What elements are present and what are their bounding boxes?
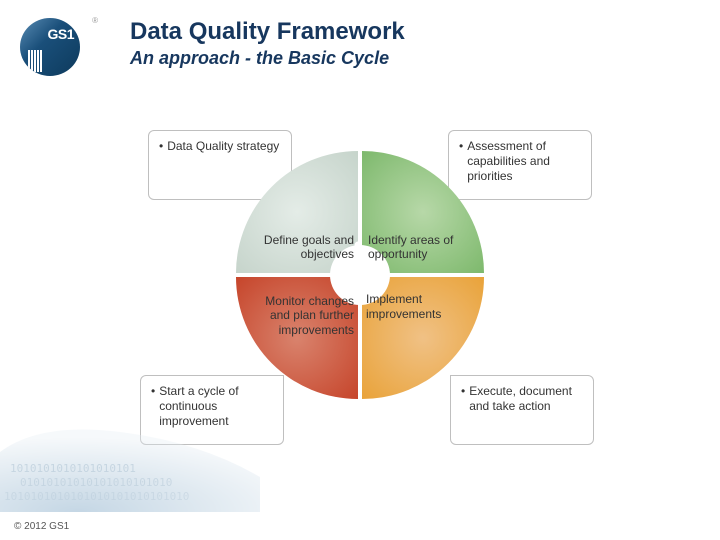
logo-globe: GS1 (20, 18, 80, 76)
logo-text: GS1 (47, 26, 74, 42)
quadrant-label-top-left: Define goals and objectives (244, 233, 354, 262)
registered-icon: ® (92, 16, 98, 25)
quadrant-label-bottom-left: Monitor changes and plan further improve… (244, 294, 354, 337)
quadrant-label-bottom-right: Implement improvements (366, 292, 476, 321)
logo: GS1 ® (20, 18, 90, 76)
page-subtitle: An approach - the Basic Cycle (130, 48, 700, 69)
bullet-icon: • (159, 139, 163, 154)
page-title: Data Quality Framework (130, 18, 700, 46)
decoration-globe: 1010101010101010101 01010101010101010101… (0, 422, 260, 512)
cycle-svg (230, 145, 490, 405)
svg-text:1010101010101010101010101010: 1010101010101010101010101010 (4, 490, 189, 503)
svg-text:1010101010101010101: 1010101010101010101 (10, 462, 136, 475)
svg-text:01010101010101010101010: 01010101010101010101010 (20, 476, 172, 489)
title-block: Data Quality Framework An approach - the… (130, 18, 700, 69)
quadrant-label-top-right: Identify areas of opportunity (368, 233, 478, 262)
cycle-diagram: Define goals and objectives Identify are… (230, 145, 490, 405)
header: GS1 ® Data Quality Framework An approach… (20, 18, 700, 76)
copyright: © 2012 GS1 (14, 521, 69, 532)
barcode-icon (28, 50, 42, 72)
